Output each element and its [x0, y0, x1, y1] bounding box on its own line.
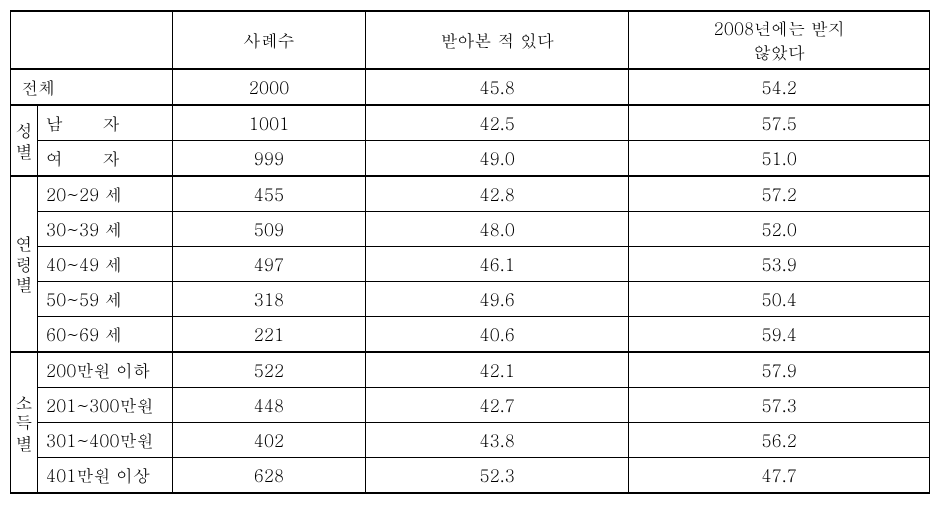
cell-count: 402 [173, 423, 366, 458]
cell-yes: 48.0 [366, 212, 629, 247]
table-row: 301~400만원 402 43.8 56.2 [11, 423, 930, 458]
row-label: 401만원 이상 [38, 458, 173, 494]
group-char: 성 [11, 120, 37, 140]
table-row: 50~59 세 318 49.6 50.4 [11, 282, 930, 317]
group-char: 별 [11, 274, 37, 294]
total-row: 전체 2000 45.8 54.2 [11, 69, 930, 105]
cell-yes: 42.8 [366, 176, 629, 212]
table-row: 201~300만원 448 42.7 57.3 [11, 388, 930, 423]
header-row: 사례수 받아본 적 있다 2008년에는 받지 않았다 [11, 11, 930, 69]
cell-yes: 52.3 [366, 458, 629, 494]
cell-yes: 42.1 [366, 352, 629, 388]
cell-no: 47.7 [629, 458, 930, 494]
cell-yes: 49.0 [366, 141, 629, 177]
survey-table: 사례수 받아본 적 있다 2008년에는 받지 않았다 전체 2000 45.8… [10, 10, 930, 494]
cell-no: 57.5 [629, 105, 930, 141]
group-char: 득 [11, 412, 37, 432]
cell-no: 53.9 [629, 247, 930, 282]
cell-no: 57.3 [629, 388, 930, 423]
income-group-label: 소 득 별 [11, 352, 38, 493]
row-label: 여 자 [38, 141, 173, 177]
total-no: 54.2 [629, 69, 930, 105]
row-label: 301~400만원 [38, 423, 173, 458]
cell-yes: 46.1 [366, 247, 629, 282]
cell-count: 628 [173, 458, 366, 494]
total-count: 2000 [173, 69, 366, 105]
gender-group-label: 성 별 [11, 105, 38, 176]
cell-no: 52.0 [629, 212, 930, 247]
cell-no: 51.0 [629, 141, 930, 177]
table-row: 60~69 세 221 40.6 59.4 [11, 317, 930, 353]
table-row: 성 별 남 자 1001 42.5 57.5 [11, 105, 930, 141]
cell-no: 56.2 [629, 423, 930, 458]
header-empty [11, 11, 173, 69]
cell-yes: 43.8 [366, 423, 629, 458]
cell-no: 50.4 [629, 282, 930, 317]
header-no: 2008년에는 받지 않았다 [629, 11, 930, 69]
group-char: 연 [11, 233, 37, 253]
table-row: 30~39 세 509 48.0 52.0 [11, 212, 930, 247]
cell-count: 509 [173, 212, 366, 247]
cell-count: 448 [173, 388, 366, 423]
group-char: 소 [11, 392, 37, 412]
cell-no: 59.4 [629, 317, 930, 353]
cell-count: 999 [173, 141, 366, 177]
group-char: 별 [11, 141, 37, 161]
row-label: 20~29 세 [38, 176, 173, 212]
row-label: 남 자 [38, 105, 173, 141]
group-char: 별 [11, 433, 37, 453]
total-label: 전체 [11, 69, 173, 105]
row-label: 30~39 세 [38, 212, 173, 247]
cell-yes: 49.6 [366, 282, 629, 317]
cell-count: 221 [173, 317, 366, 353]
total-label-right: 체 [38, 75, 55, 99]
table-row: 40~49 세 497 46.1 53.9 [11, 247, 930, 282]
row-label: 40~49 세 [38, 247, 173, 282]
cell-yes: 40.6 [366, 317, 629, 353]
total-label-left: 전 [21, 75, 38, 99]
age-group-label: 연 령 별 [11, 176, 38, 352]
header-yes: 받아본 적 있다 [366, 11, 629, 69]
cell-no: 57.2 [629, 176, 930, 212]
row-label: 50~59 세 [38, 282, 173, 317]
row-label: 201~300만원 [38, 388, 173, 423]
row-label: 200만원 이하 [38, 352, 173, 388]
row-label: 60~69 세 [38, 317, 173, 353]
group-char: 령 [11, 254, 37, 274]
table-row: 여 자 999 49.0 51.0 [11, 141, 930, 177]
cell-count: 497 [173, 247, 366, 282]
table-row: 연 령 별 20~29 세 455 42.8 57.2 [11, 176, 930, 212]
table-row: 소 득 별 200만원 이하 522 42.1 57.9 [11, 352, 930, 388]
cell-count: 318 [173, 282, 366, 317]
table-row: 401만원 이상 628 52.3 47.7 [11, 458, 930, 494]
cell-count: 1001 [173, 105, 366, 141]
cell-yes: 42.5 [366, 105, 629, 141]
cell-count: 455 [173, 176, 366, 212]
total-yes: 45.8 [366, 69, 629, 105]
cell-count: 522 [173, 352, 366, 388]
header-count: 사례수 [173, 11, 366, 69]
cell-no: 57.9 [629, 352, 930, 388]
cell-yes: 42.7 [366, 388, 629, 423]
